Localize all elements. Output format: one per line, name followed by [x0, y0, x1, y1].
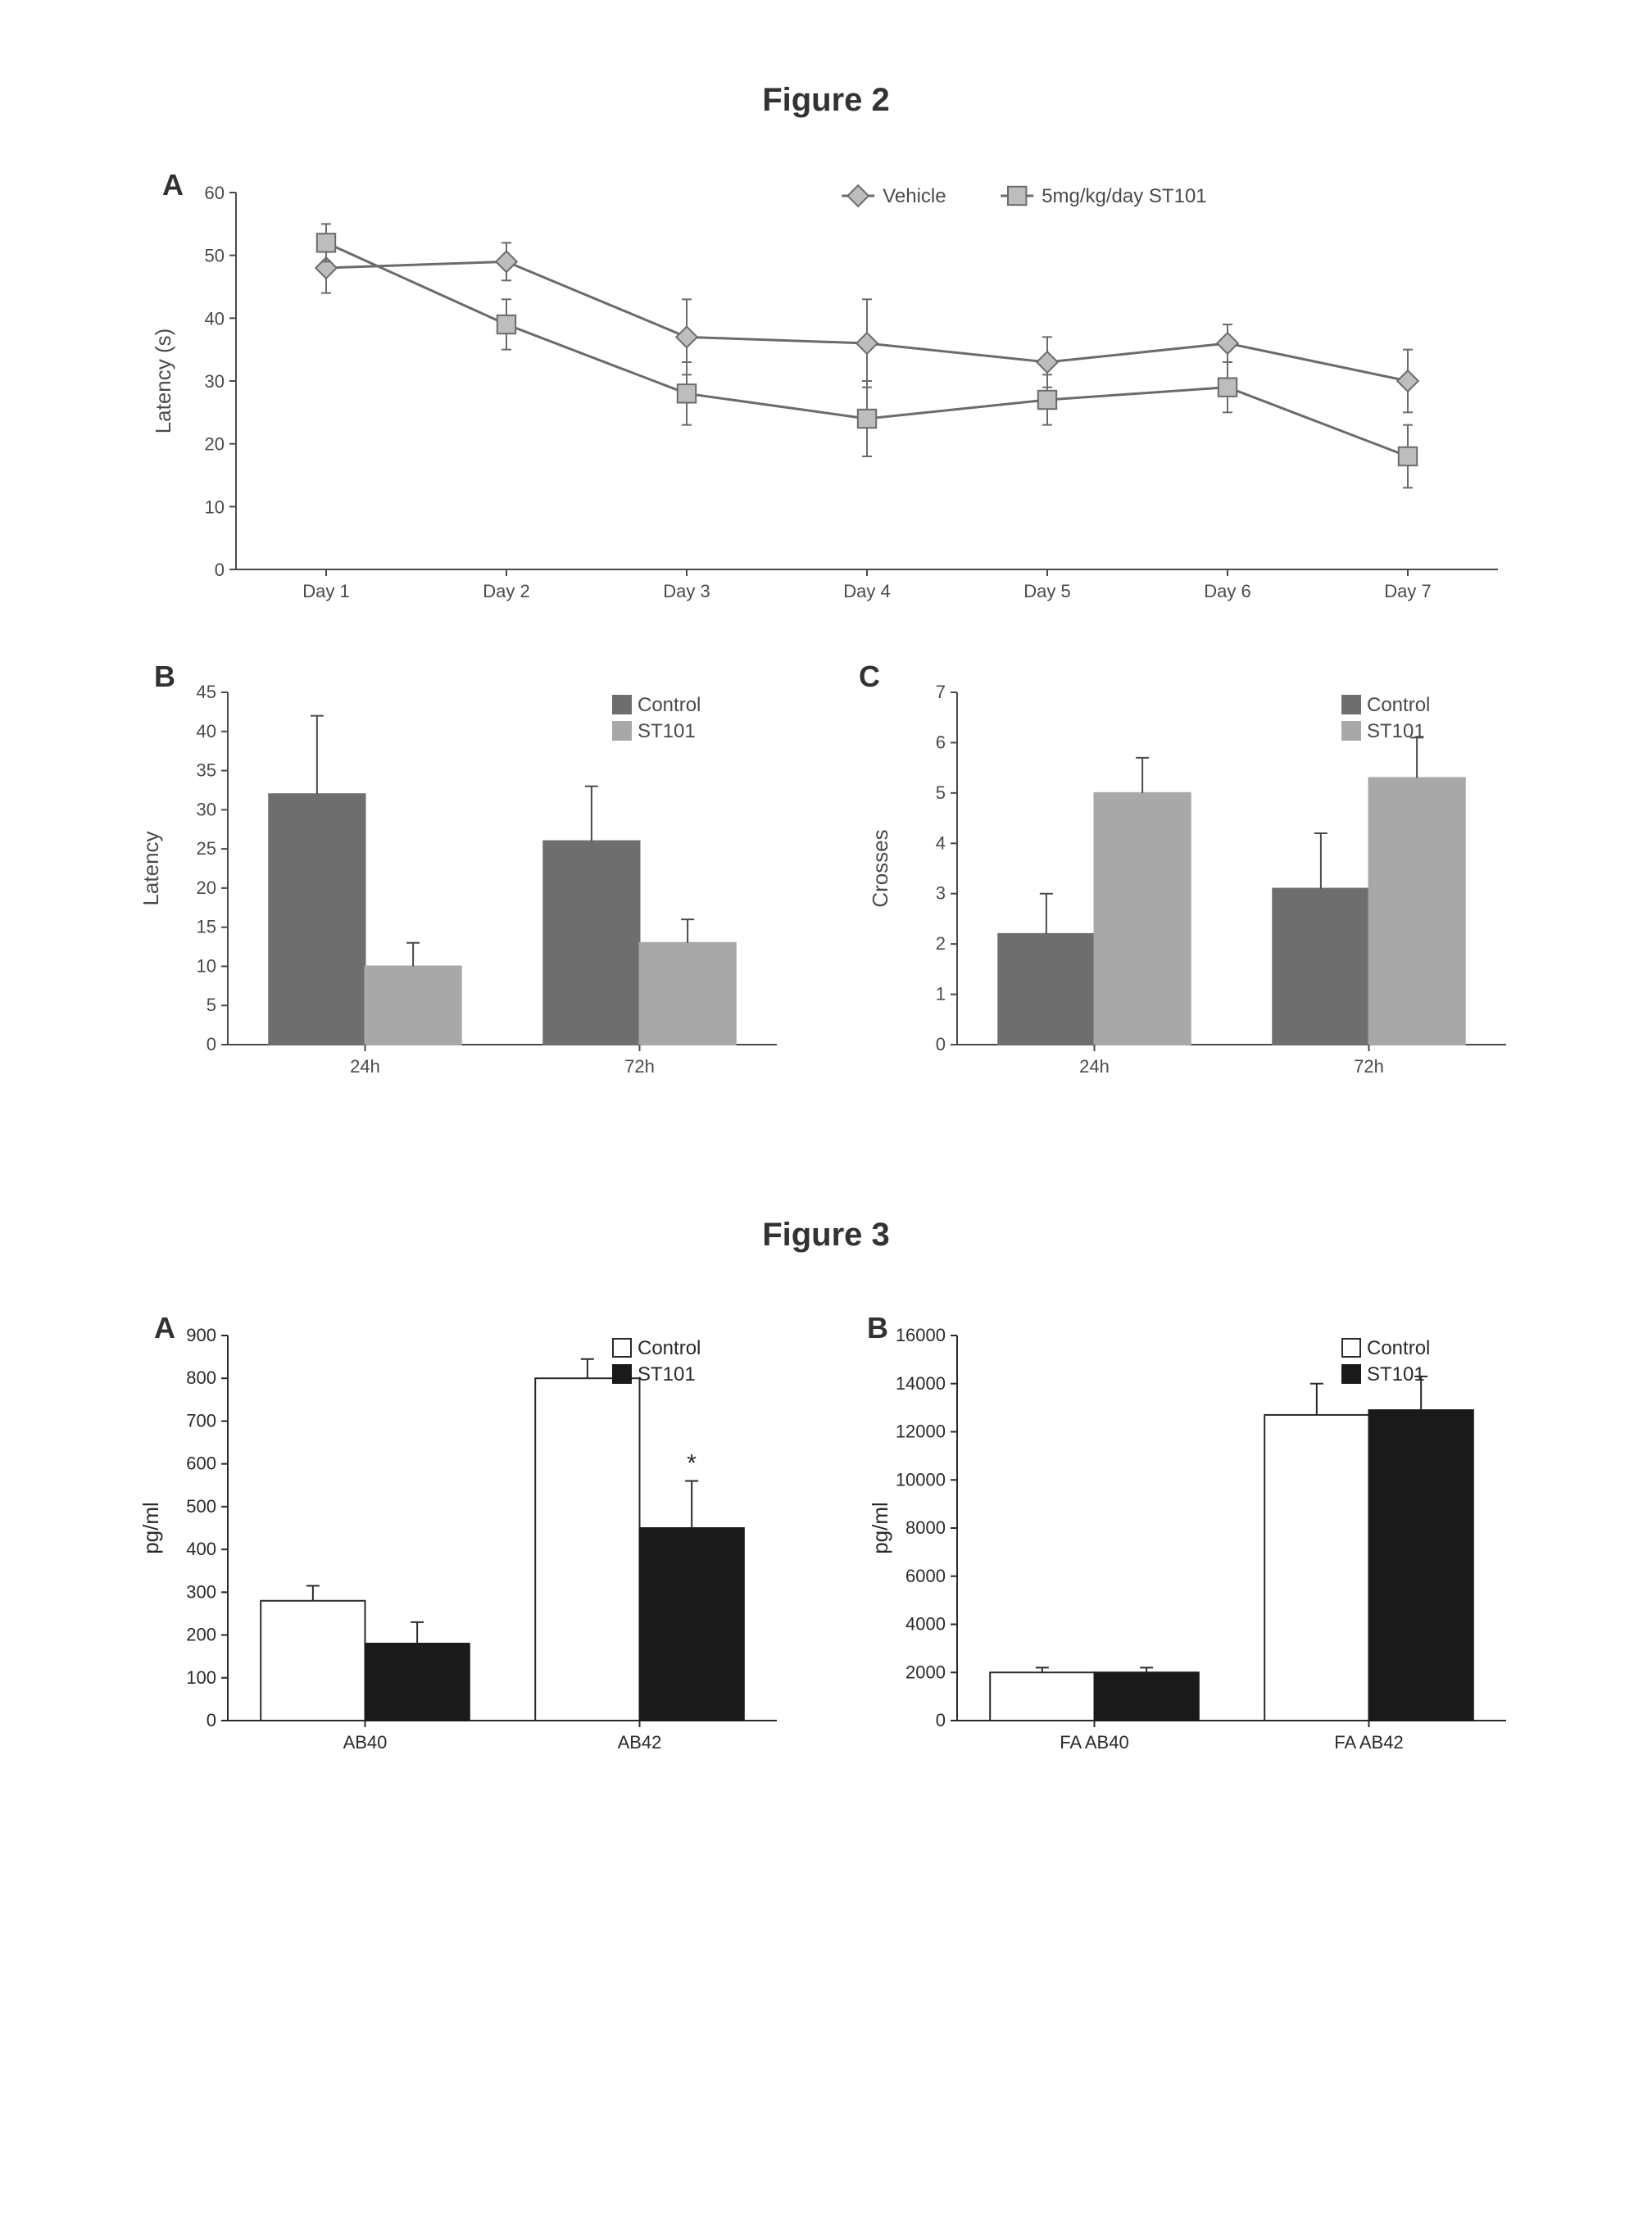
svg-text:Day 3: Day 3: [663, 581, 710, 601]
figure2-title: Figure 2: [98, 82, 1554, 119]
svg-text:400: 400: [186, 1539, 216, 1559]
figure3-panelA-label: A: [154, 1311, 175, 1345]
figure3-panelA-container: A 0 100 200 300 400 500 600 700 800 900 pg/ml AB40 A…: [129, 1303, 793, 1778]
svg-text:10000: 10000: [896, 1469, 946, 1490]
svg-text:12000: 12000: [896, 1422, 946, 1442]
svg-text:4000: 4000: [905, 1614, 946, 1635]
figure2-panelC-chart: 0 1 2 3 4 5 6 7 Crosses 24h 72h Control ST101: [859, 660, 1523, 1102]
svg-text:pg/ml: pg/ml: [868, 1502, 892, 1554]
svg-text:45: 45: [197, 682, 216, 702]
svg-text:60: 60: [205, 183, 225, 203]
figure2-panelA-chart: 0 10 20 30 40 50 60 Day 1 Day 2 Day 3 Day 4 Day 5 Da…: [129, 168, 1523, 627]
svg-text:6000: 6000: [905, 1566, 946, 1586]
svg-text:300: 300: [186, 1581, 216, 1602]
svg-text:24h: 24h: [350, 1056, 380, 1077]
svg-text:Control: Control: [1367, 1337, 1430, 1359]
figure3-panelA-chart: 0 100 200 300 400 500 600 700 800 900 pg/ml AB40 AB4…: [129, 1303, 793, 1778]
svg-text:Day 5: Day 5: [1023, 581, 1070, 601]
svg-text:25: 25: [197, 838, 216, 859]
svg-text:Crosses: Crosses: [868, 829, 892, 907]
svg-text:2000: 2000: [905, 1662, 946, 1682]
svg-text:72h: 72h: [1354, 1056, 1384, 1077]
svg-text:ST101: ST101: [1367, 720, 1425, 742]
figure3-panelB-label: B: [867, 1311, 888, 1345]
svg-text:900: 900: [186, 1325, 216, 1345]
svg-text:Control: Control: [638, 1337, 701, 1359]
figure2-panelA-container: A 0 10 20 30 40 50 60 Day 1 Day 2 Day 3 Day 4 Day 5…: [129, 168, 1523, 627]
svg-text:Day 1: Day 1: [302, 581, 349, 601]
figure2: A 0102030405060Day 1Day 2Day 3Day 4Day 5…: [98, 168, 1554, 1102]
svg-text:20: 20: [205, 434, 225, 455]
svg-text:0: 0: [215, 560, 225, 580]
svg-text:14000: 14000: [896, 1373, 946, 1394]
svg-text:FA AB42: FA AB42: [1334, 1732, 1403, 1753]
svg-text:Vehicle: Vehicle: [883, 185, 946, 207]
svg-text:500: 500: [186, 1496, 216, 1517]
figure2-panelC-container: C 0 1 2 3 4 5 6 7 Crosses 24h 72h Control ST101: [859, 660, 1523, 1102]
figure2-panelB-container: B 0 5 10 15 20 25 30 35 40 45 Latency 24h 72h Control…: [129, 660, 793, 1102]
svg-text:5: 5: [936, 782, 946, 803]
svg-text:30: 30: [205, 371, 225, 392]
svg-text:10: 10: [197, 955, 216, 976]
svg-text:6: 6: [936, 732, 946, 752]
svg-text:Control: Control: [638, 694, 701, 716]
svg-text:1: 1: [936, 984, 946, 1004]
svg-text:ST101: ST101: [638, 1363, 696, 1385]
svg-text:AB42: AB42: [618, 1732, 662, 1753]
svg-text:30: 30: [197, 799, 216, 819]
svg-text:*: *: [687, 1450, 697, 1477]
svg-text:10: 10: [205, 497, 225, 517]
svg-text:15: 15: [197, 917, 216, 937]
svg-text:2: 2: [936, 933, 946, 954]
svg-text:40: 40: [197, 721, 216, 741]
svg-text:7: 7: [936, 682, 946, 702]
svg-text:5mg/kg/day ST101: 5mg/kg/day ST101: [1042, 185, 1206, 207]
svg-text:0: 0: [936, 1710, 946, 1730]
svg-text:0: 0: [206, 1710, 216, 1730]
figure3: A 0 100 200 300 400 500 600 700 800 900 pg/ml AB40 A…: [98, 1303, 1554, 1778]
svg-text:100: 100: [186, 1667, 216, 1688]
svg-text:Day 2: Day 2: [483, 581, 529, 601]
figure2-panelB-label: B: [154, 660, 175, 694]
svg-text:ST101: ST101: [1367, 1363, 1425, 1385]
svg-text:700: 700: [186, 1410, 216, 1431]
svg-text:16000: 16000: [896, 1325, 946, 1345]
svg-text:Day 4: Day 4: [843, 581, 890, 601]
svg-text:Latency: Latency: [138, 831, 163, 905]
svg-text:Latency (s): Latency (s): [151, 329, 175, 434]
svg-text:35: 35: [197, 760, 216, 781]
svg-text:72h: 72h: [624, 1056, 655, 1077]
figure2-panelB-chart: 0 5 10 15 20 25 30 35 40 45 Latency 24h 72h Control ST…: [129, 660, 793, 1102]
figure3-panelB-chart: 0 2000 4000 6000 8000 10000 12000 14000 16000 pg/…: [859, 1303, 1523, 1778]
figure3-title: Figure 3: [98, 1217, 1554, 1254]
svg-text:50: 50: [205, 246, 225, 266]
svg-text:AB40: AB40: [343, 1732, 388, 1753]
svg-text:600: 600: [186, 1453, 216, 1474]
svg-text:4: 4: [936, 832, 946, 853]
figure2-panelA-label: A: [162, 168, 184, 202]
svg-text:0: 0: [206, 1034, 216, 1054]
svg-text:800: 800: [186, 1367, 216, 1388]
svg-text:40: 40: [205, 308, 225, 329]
svg-text:Day 7: Day 7: [1384, 581, 1431, 601]
svg-text:200: 200: [186, 1625, 216, 1645]
figure2-panelC-label: C: [859, 660, 880, 694]
svg-text:3: 3: [936, 883, 946, 904]
svg-text:24h: 24h: [1079, 1056, 1110, 1077]
svg-text:ST101: ST101: [638, 720, 696, 742]
svg-text:5: 5: [206, 995, 216, 1015]
svg-text:8000: 8000: [905, 1517, 946, 1538]
svg-text:0: 0: [936, 1034, 946, 1054]
svg-text:FA AB40: FA AB40: [1060, 1732, 1128, 1753]
svg-text:pg/ml: pg/ml: [138, 1502, 163, 1554]
figure3-panelB-container: B 0 2000 4000 6000 8000 10000 12000 14000 16000 p…: [859, 1303, 1523, 1778]
svg-text:20: 20: [197, 877, 216, 898]
svg-text:Control: Control: [1367, 694, 1430, 716]
svg-text:Day 6: Day 6: [1204, 581, 1250, 601]
